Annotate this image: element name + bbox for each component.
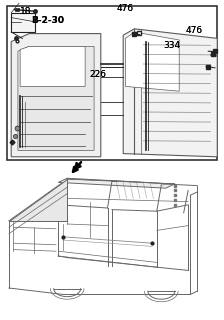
Text: 476: 476 <box>186 26 203 35</box>
Polygon shape <box>125 32 179 91</box>
Polygon shape <box>11 34 101 157</box>
Polygon shape <box>11 13 35 32</box>
Text: 334: 334 <box>164 41 181 50</box>
Text: B-2-30: B-2-30 <box>31 16 64 25</box>
Text: 476: 476 <box>116 4 134 13</box>
Text: 476: 476 <box>186 26 203 35</box>
Text: 18: 18 <box>20 7 32 16</box>
Text: 334: 334 <box>164 41 181 50</box>
Bar <box>7 6 217 160</box>
Polygon shape <box>58 178 175 188</box>
Text: 18: 18 <box>20 7 32 16</box>
Text: B-2-30: B-2-30 <box>31 16 64 25</box>
Text: 476: 476 <box>116 4 134 13</box>
Text: 226: 226 <box>90 70 107 79</box>
Polygon shape <box>9 179 67 221</box>
Polygon shape <box>20 46 85 86</box>
Polygon shape <box>18 46 94 150</box>
Polygon shape <box>123 29 217 157</box>
Text: 226: 226 <box>90 70 107 79</box>
Polygon shape <box>15 8 19 11</box>
